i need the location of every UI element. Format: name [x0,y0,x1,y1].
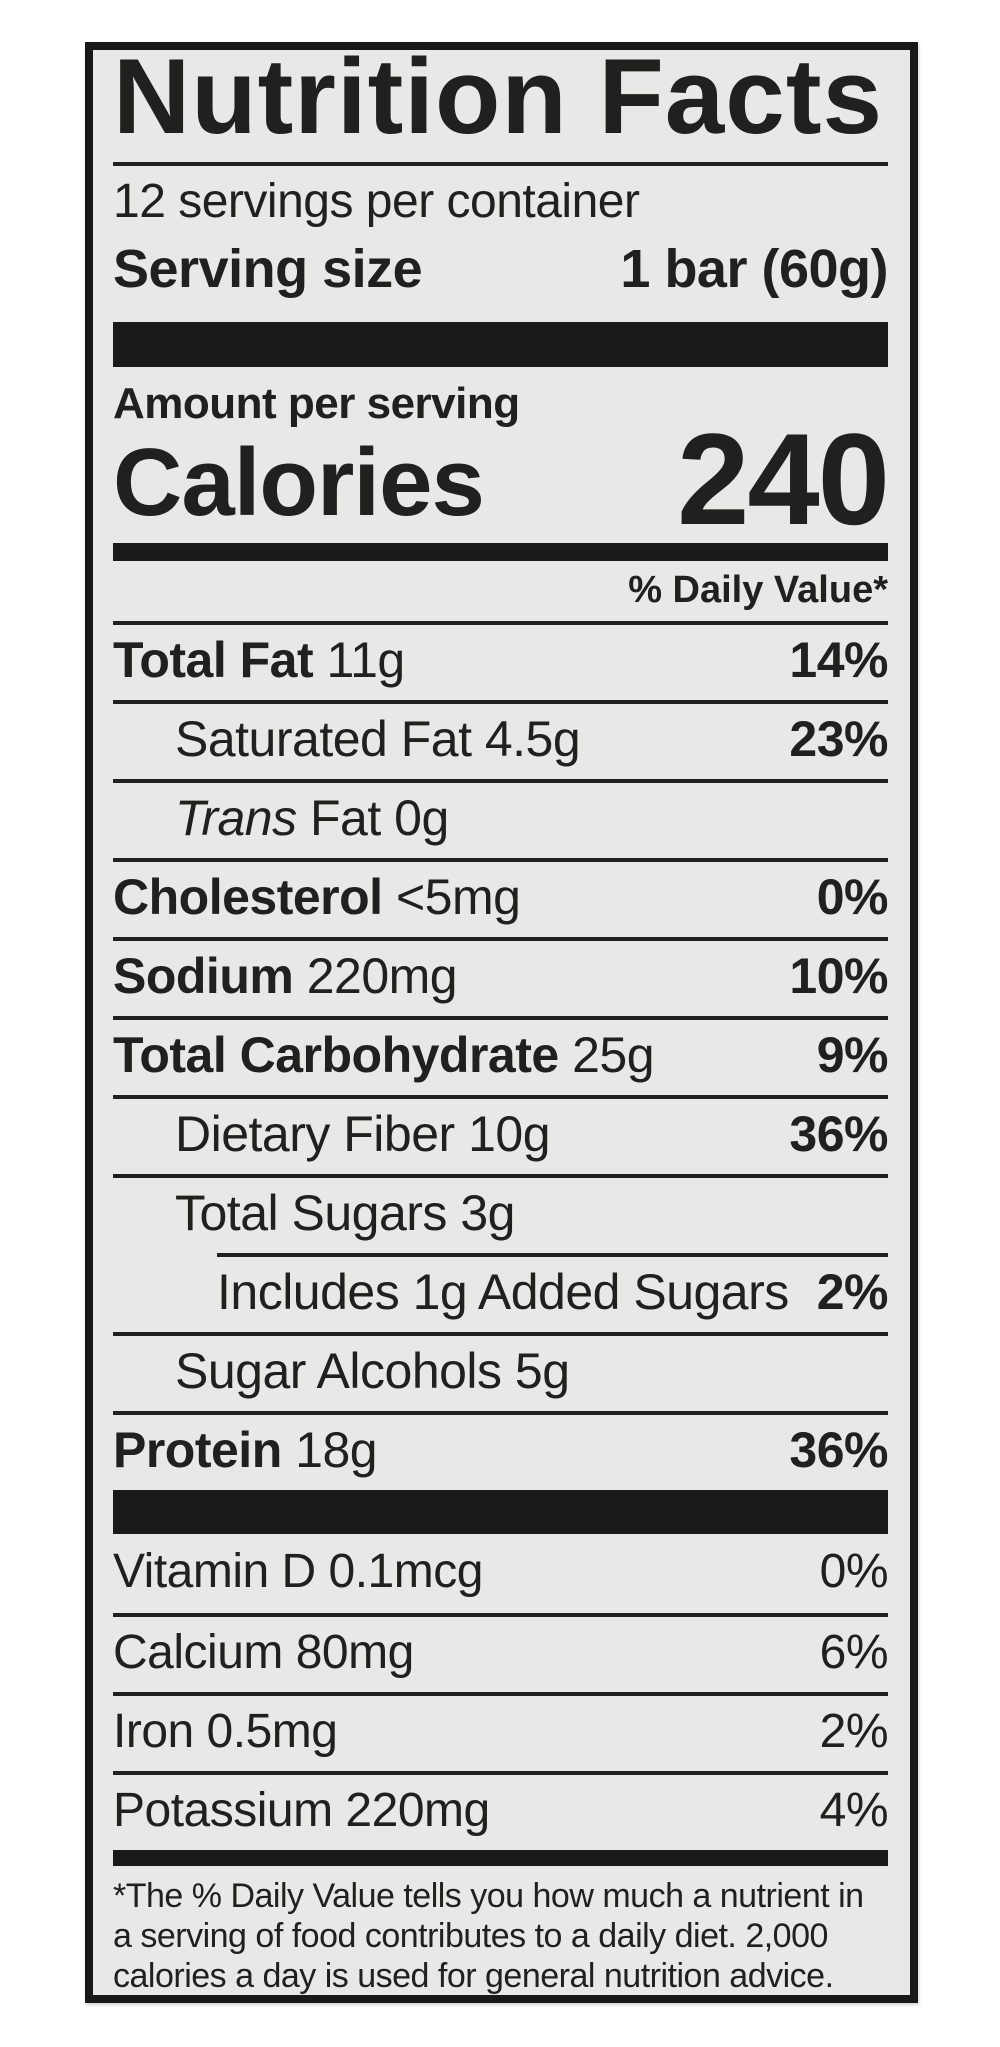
nutrient-percent: 14% [789,632,888,689]
thick-separator-bar [113,321,888,367]
nutrient-row-total-sugars: Total Sugars 3g [113,1173,888,1253]
nutrient-percent: 23% [789,711,888,768]
vitamin-percent: 0% [819,1544,889,1598]
vitamin-name: Vitamin D 0.1mcg [113,1544,483,1598]
calories-value: 240 [677,405,890,552]
nutrient-row-total-carbohydrate: Total Carbohydrate 25g 9% [113,1015,889,1095]
daily-value-footnote: *The % Daily Value tells you how much a … [113,1876,888,1995]
nutrient-name: Trans Fat 0g [175,790,449,847]
nutrient-row-dietary-fiber: Dietary Fiber 10g 36% [113,1094,888,1174]
nutrient-name: Sodium 220mg [113,948,458,1005]
servings-per-container: 12 servings per container [113,174,640,228]
calories-row: Calories 240 [113,405,890,552]
nutrient-name: Total Carbohydrate 25g [113,1027,655,1084]
nutrient-name: Sugar Alcohols 5g [175,1343,570,1400]
daily-value-header: % Daily Value* [628,568,888,611]
nutrient-percent: 10% [789,948,888,1005]
nutrient-name: Dietary Fiber 10g [175,1106,551,1163]
nutrient-row-saturated-fat: Saturated Fat 4.5g 23% [113,699,888,779]
serving-size-label: Serving size [113,238,423,299]
serving-size-row: Serving size 1 bar (60g) [113,240,888,298]
nutrient-row-sodium: Sodium 220mg 10% [113,936,888,1016]
vitamin-row-vitamin-d: Vitamin D 0.1mcg 0% [113,1534,889,1613]
footnote-line: a serving of food contributes to a daily… [113,1916,828,1955]
nutrient-percent: 36% [789,1422,888,1479]
nutrient-percent: 9% [816,1027,889,1084]
nutrient-name: Protein 18g [113,1422,378,1479]
vitamin-percent: 2% [819,1704,889,1758]
vitamin-name: Potassium 220mg [113,1783,490,1837]
medium-separator-bar [113,1849,888,1866]
nutrient-row-trans-fat: Trans Fat 0g [113,778,888,858]
calories-label: Calories [113,428,485,536]
nutrient-percent: 2% [816,1264,889,1321]
nutrient-row-added-sugars: Includes 1g Added Sugars 2% [217,1252,889,1332]
title-divider [113,161,888,166]
amount-per-serving-label: Amount per serving [113,378,520,428]
nutrient-row-protein: Protein 18g 36% [113,1410,888,1490]
vitamin-name: Calcium 80mg [113,1625,414,1679]
nutrient-name: Total Fat 11g [113,632,405,689]
nutrient-row-total-fat: Total Fat 11g 14% [113,620,888,700]
nutrient-percent: 36% [789,1106,888,1163]
vitamin-percent: 4% [819,1783,889,1837]
nutrient-name: Total Sugars 3g [175,1185,515,1242]
nutrient-name: Cholesterol <5mg [113,869,521,926]
nutrient-row-sugar-alcohols: Sugar Alcohols 5g [113,1331,888,1411]
medium-separator-bar [113,542,888,561]
label-title: Nutrition Facts [113,42,883,156]
nutrient-percent: 0% [816,869,889,926]
footnote-line: *The % Daily Value tells you how much a … [113,1876,864,1915]
serving-size-value: 1 bar (60g) [620,238,888,299]
vitamin-row-iron: Iron 0.5mg 2% [113,1691,889,1771]
footnote-line: calories a day is used for general nutri… [113,1956,834,1995]
vitamin-percent: 6% [819,1625,889,1679]
vitamin-name: Iron 0.5mg [113,1704,338,1758]
nutrient-name: Saturated Fat 4.5g [175,711,581,768]
vitamin-row-potassium: Potassium 220mg 4% [113,1770,889,1850]
nutrient-name: Includes 1g Added Sugars [217,1264,789,1321]
thick-separator-bar [113,1489,888,1534]
vitamin-row-calcium: Calcium 80mg 6% [113,1612,889,1692]
nutrient-row-cholesterol: Cholesterol <5mg 0% [113,857,889,937]
nutrition-facts-label: Nutrition Facts 12 servings per containe… [85,42,918,2003]
